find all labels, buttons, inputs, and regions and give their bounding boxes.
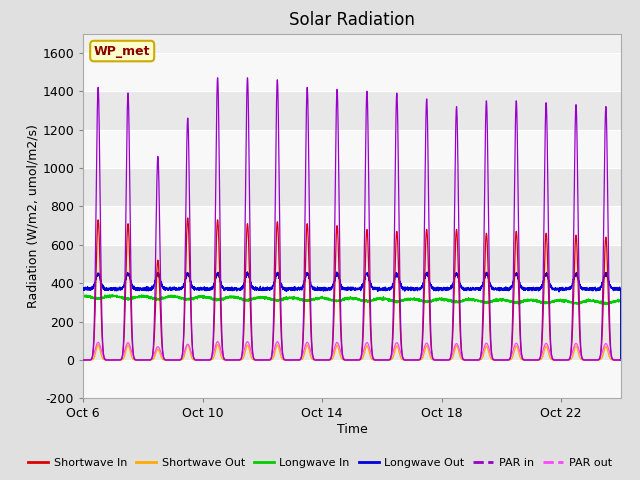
Bar [83, 360, 621, 398]
Bar [83, 53, 621, 91]
Y-axis label: Radiation (W/m2, umol/m2/s): Radiation (W/m2, umol/m2/s) [26, 124, 40, 308]
Legend: Shortwave In, Shortwave Out, Longwave In, Longwave Out, PAR in, PAR out: Shortwave In, Shortwave Out, Longwave In… [24, 453, 616, 472]
Bar [83, 168, 621, 206]
Bar [83, 322, 621, 360]
Bar [83, 91, 621, 130]
Text: WP_met: WP_met [94, 45, 150, 58]
Bar [83, 245, 621, 283]
Title: Solar Radiation: Solar Radiation [289, 11, 415, 29]
Bar [83, 283, 621, 322]
Bar [83, 130, 621, 168]
Bar [83, 206, 621, 245]
X-axis label: Time: Time [337, 423, 367, 436]
